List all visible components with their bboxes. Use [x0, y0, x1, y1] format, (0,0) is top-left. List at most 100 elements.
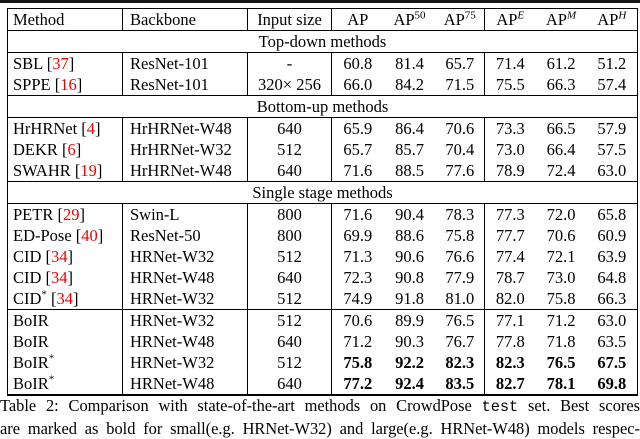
metric-cell: 82.3 [495, 353, 525, 372]
metric-cell: 84.2 [395, 75, 424, 94]
section-label: Single stage methods [7, 181, 638, 204]
asterisk-marker: * [48, 352, 55, 365]
method-cell: CID [34] [7, 246, 123, 267]
backbone-cell: Swin-L [122, 203, 248, 225]
metric-cell: 71.8 [546, 332, 576, 351]
method-name: CID [13, 268, 42, 287]
metric-cell: 88.5 [395, 161, 424, 180]
metric-cell: 60.8 [343, 54, 373, 73]
metric-cell: 71.2 [535, 309, 587, 331]
method-cell: ED-Pose [40] [7, 225, 123, 246]
method-name: BoIR [13, 311, 49, 330]
method-cell: PETR [29] [7, 203, 123, 225]
metric-cell: 57.9 [597, 119, 627, 138]
metric-cell: 64.8 [597, 268, 627, 287]
citation-number: 34 [51, 268, 68, 287]
metric-cell: 77.3 [495, 205, 525, 224]
column-header-input-size: Input size [247, 8, 332, 31]
method-cell: CID* [34] [7, 288, 123, 310]
caption-text: set. Best scores [518, 396, 640, 415]
metric-cell: 67.5 [597, 353, 627, 372]
metric-cell: 66.0 [343, 75, 373, 94]
input-size-cell: 512 [247, 246, 332, 267]
method-name: BoIR [13, 332, 49, 351]
input-size-cell: 512 [247, 139, 332, 160]
caption-line-1: Table 2: Comparison with state-of-the-ar… [0, 395, 640, 418]
method-cell: SWAHR [19] [7, 160, 123, 182]
metric-cell: 71.6 [343, 205, 373, 224]
metric-cell: 78.7 [495, 268, 525, 287]
backbone-cell: HRNet-W48 [122, 373, 248, 395]
metric-cell: 76.5 [435, 309, 485, 331]
metric-cell: 70.6 [435, 117, 485, 139]
top-rule-divider [0, 0, 640, 3]
method-cell: SPPE [16] [7, 74, 123, 96]
metric-cell: 71.2 [343, 332, 373, 351]
metric-cell: 75.8 [546, 289, 576, 308]
method-name: CID [13, 289, 42, 308]
method-name: DEKR [13, 140, 58, 159]
method-name: HrHRNet [13, 119, 78, 138]
table-row: PETR [29] Swin-L 800 71.6 90.4 78.3 77.3 72.0 65… [7, 203, 638, 225]
metric-cell: 77.6 [435, 160, 485, 182]
metric-cell: 76.6 [435, 246, 485, 267]
backbone-cell: ResNet-50 [122, 225, 248, 246]
method-name: CID [13, 247, 42, 266]
metric-cell: 82.7 [495, 374, 525, 393]
backbone-cell: HRNet-W32 [122, 352, 248, 373]
table-row: DEKR [6] HrHRNet-W32 512 65.7 85.7 70.4 73.0 66… [7, 139, 638, 160]
table-row: BoIR* HRNet-W48 640 77.2 92.4 83.5 82.7 78.1 69.… [7, 373, 638, 395]
metric-cell: 66.5 [546, 119, 576, 138]
metric-cell: 90.8 [395, 268, 424, 287]
asterisk-marker: * [48, 373, 55, 386]
metric-cell: 77.8 [495, 332, 525, 351]
metric-cell: 72.0 [546, 205, 576, 224]
metric-cell: 75.8 [435, 225, 485, 246]
metric-cell: 72.4 [546, 161, 576, 180]
metric-cell: 77.4 [495, 247, 525, 266]
method-cell: DEKR [6] [7, 139, 123, 160]
metric-cell: 70.4 [435, 139, 485, 160]
metric-cell: 71.4 [495, 54, 525, 73]
metric-cell: 82.0 [495, 289, 525, 308]
metric-cell: 72.1 [546, 247, 576, 266]
metric-cell: 65.8 [597, 205, 627, 224]
method-cell: BoIR [7, 331, 123, 352]
input-size-cell: 640 [247, 267, 332, 288]
caption-text: Table 2: Comparison with state-of-the-ar… [0, 396, 482, 415]
column-header-method: Method [7, 8, 123, 31]
metric-cell: 72.3 [343, 268, 373, 287]
citation-number: 34 [56, 289, 74, 308]
input-size-cell: 320× 256 [247, 74, 332, 96]
backbone-cell: HrHRNet-W48 [122, 160, 248, 182]
metric-cell: 90.3 [395, 332, 424, 351]
metric-cell: 77.7 [495, 226, 525, 245]
citation-number: 37 [52, 54, 69, 73]
backbone-cell: HrHRNet-W32 [122, 139, 248, 160]
metric-cell: 60.9 [597, 226, 627, 245]
citation-number: 6 [67, 140, 76, 159]
metric-cell: 86.4 [395, 119, 424, 138]
metric-cell: 69.9 [343, 226, 373, 245]
citation-number: 34 [51, 247, 68, 266]
caption-code-test: test [481, 398, 519, 416]
metric-cell: 61.2 [546, 54, 576, 73]
metric-cell: 75.5 [495, 75, 525, 94]
metric-cell: 81.0 [435, 288, 485, 310]
metric-cell: 73.0 [495, 140, 525, 159]
input-size-cell: 640 [247, 160, 332, 182]
backbone-cell: ResNet-101 [122, 52, 248, 74]
input-size-cell: 512 [247, 352, 332, 373]
metric-cell: 74.9 [343, 289, 373, 308]
table-row: SPPE [16] ResNet-101 320× 256 66.0 84.2 71.5 7… [7, 74, 638, 96]
metric-cell: 63.0 [586, 309, 638, 331]
metric-cell: 76.5 [546, 353, 576, 372]
metric-cell: 63.9 [597, 247, 627, 266]
citation-number: 19 [80, 161, 97, 180]
metric-cell: 66.4 [546, 140, 576, 159]
metric-cell: 89.9 [383, 309, 436, 331]
input-size-cell: 512 [247, 288, 332, 310]
metric-cell: 82.3 [435, 352, 485, 373]
metric-cell: 77.9 [435, 267, 485, 288]
method-cell: BoIR [7, 309, 123, 331]
